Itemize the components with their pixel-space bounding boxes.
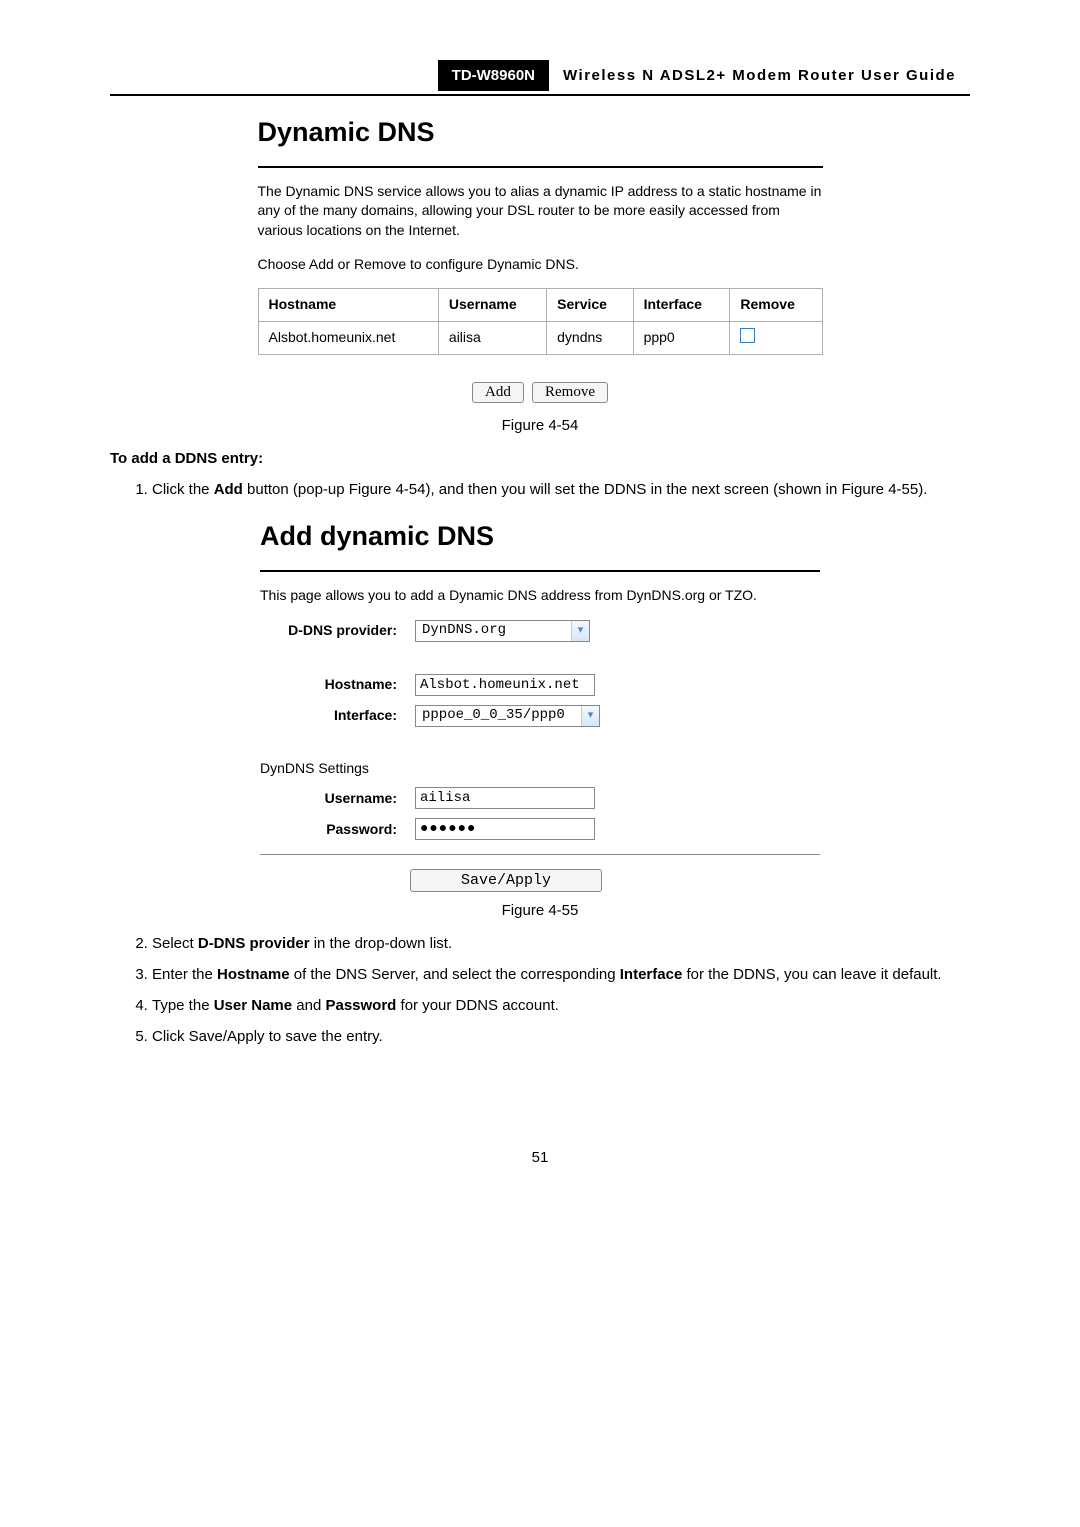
add-description: This page allows you to add a Dynamic DN… xyxy=(260,586,820,606)
chevron-down-icon: ▾ xyxy=(581,706,599,726)
cell-username: ailisa xyxy=(438,321,546,355)
table-row: Alsbot.homeunix.net ailisa dyndns ppp0 xyxy=(258,321,822,355)
provider-value: DynDNS.org xyxy=(416,621,571,641)
label-username: Username: xyxy=(260,789,415,809)
password-input[interactable]: ●●●●●● xyxy=(415,818,595,840)
label-interface: Interface: xyxy=(260,706,415,726)
cell-remove xyxy=(730,321,822,355)
interface-select[interactable]: pppoe_0_0_35/ppp0 ▾ xyxy=(415,705,600,727)
dyndns-settings-label: DynDNS Settings xyxy=(260,759,415,779)
table-header-row: Hostname Username Service Interface Remo… xyxy=(258,289,822,322)
panel-title: Dynamic DNS xyxy=(258,114,823,152)
remove-checkbox[interactable] xyxy=(740,328,755,343)
remove-button[interactable]: Remove xyxy=(532,382,608,403)
save-apply-button[interactable]: Save/Apply xyxy=(410,869,602,892)
cell-service: dyndns xyxy=(547,321,633,355)
dns-description-2: Choose Add or Remove to configure Dynami… xyxy=(258,255,823,275)
divider xyxy=(258,166,823,168)
figure-caption-55: Figure 4-55 xyxy=(110,900,970,921)
page-header: TD-W8960N Wireless N ADSL2+ Modem Router… xyxy=(110,60,970,96)
step-3: Enter the Hostname of the DNS Server, an… xyxy=(152,964,970,985)
col-username: Username xyxy=(438,289,546,322)
cell-interface: ppp0 xyxy=(633,321,730,355)
provider-select[interactable]: DynDNS.org ▾ xyxy=(415,620,590,642)
add-dynamic-dns-panel: Add dynamic DNS This page allows you to … xyxy=(260,518,820,892)
col-service: Service xyxy=(547,289,633,322)
cell-hostname: Alsbot.homeunix.net xyxy=(258,321,438,355)
col-interface: Interface xyxy=(633,289,730,322)
dynamic-dns-panel: Dynamic DNS The Dynamic DNS service allo… xyxy=(258,114,823,403)
page-number: 51 xyxy=(110,1147,970,1168)
add-panel-title: Add dynamic DNS xyxy=(260,518,820,556)
step-4: Type the User Name and Password for your… xyxy=(152,995,970,1016)
col-remove: Remove xyxy=(730,289,822,322)
hostname-input[interactable] xyxy=(415,674,595,696)
step-1: Click the Add button (pop-up Figure 4-54… xyxy=(152,479,970,500)
interface-value: pppoe_0_0_35/ppp0 xyxy=(416,706,581,726)
figure-caption-54: Figure 4-54 xyxy=(110,415,970,436)
button-row: Add Remove xyxy=(258,381,823,403)
add-button[interactable]: Add xyxy=(472,382,524,403)
username-input[interactable] xyxy=(415,787,595,809)
dns-table: Hostname Username Service Interface Remo… xyxy=(258,288,823,355)
step-5: Click Save/Apply to save the entry. xyxy=(152,1026,970,1047)
label-provider: D-DNS provider: xyxy=(260,621,415,641)
col-hostname: Hostname xyxy=(258,289,438,322)
label-hostname: Hostname: xyxy=(260,675,415,695)
dns-description-1: The Dynamic DNS service allows you to al… xyxy=(258,182,823,241)
divider xyxy=(260,854,820,855)
label-password: Password: xyxy=(260,820,415,840)
divider xyxy=(260,570,820,572)
model-label: TD-W8960N xyxy=(438,60,549,91)
guide-title: Wireless N ADSL2+ Modem Router User Guid… xyxy=(549,60,970,91)
chevron-down-icon: ▾ xyxy=(571,621,589,641)
step-2: Select D-DNS provider in the drop-down l… xyxy=(152,933,970,954)
add-entry-heading: To add a DDNS entry: xyxy=(110,448,970,469)
